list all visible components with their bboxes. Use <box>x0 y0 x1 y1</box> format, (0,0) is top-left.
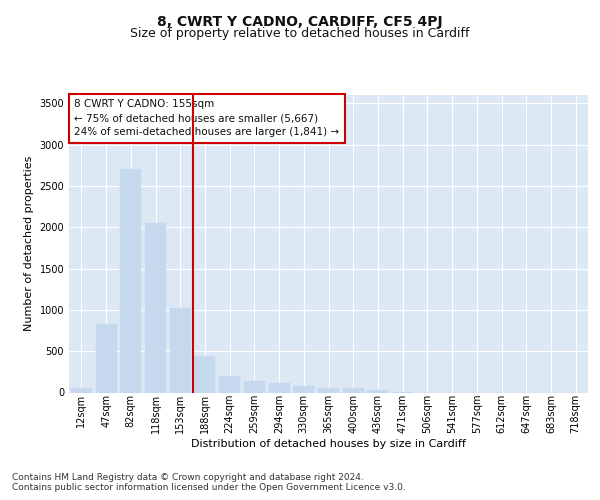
Bar <box>95 324 116 392</box>
Text: Size of property relative to detached houses in Cardiff: Size of property relative to detached ho… <box>130 28 470 40</box>
Bar <box>269 384 290 392</box>
Bar <box>145 223 166 392</box>
Text: Contains HM Land Registry data © Crown copyright and database right 2024.
Contai: Contains HM Land Registry data © Crown c… <box>12 472 406 492</box>
Bar <box>194 356 215 393</box>
Bar <box>343 388 364 392</box>
X-axis label: Distribution of detached houses by size in Cardiff: Distribution of detached houses by size … <box>191 439 466 449</box>
Bar <box>219 376 240 392</box>
Bar <box>244 381 265 392</box>
Bar <box>170 308 191 392</box>
Bar <box>120 170 141 392</box>
Text: 8 CWRT Y CADNO: 155sqm
← 75% of detached houses are smaller (5,667)
24% of semi-: 8 CWRT Y CADNO: 155sqm ← 75% of detached… <box>74 100 340 138</box>
Bar <box>293 386 314 392</box>
Bar <box>318 388 339 392</box>
Text: 8, CWRT Y CADNO, CARDIFF, CF5 4PJ: 8, CWRT Y CADNO, CARDIFF, CF5 4PJ <box>157 15 443 29</box>
Bar <box>367 390 388 392</box>
Bar <box>71 388 92 392</box>
Y-axis label: Number of detached properties: Number of detached properties <box>24 156 34 332</box>
